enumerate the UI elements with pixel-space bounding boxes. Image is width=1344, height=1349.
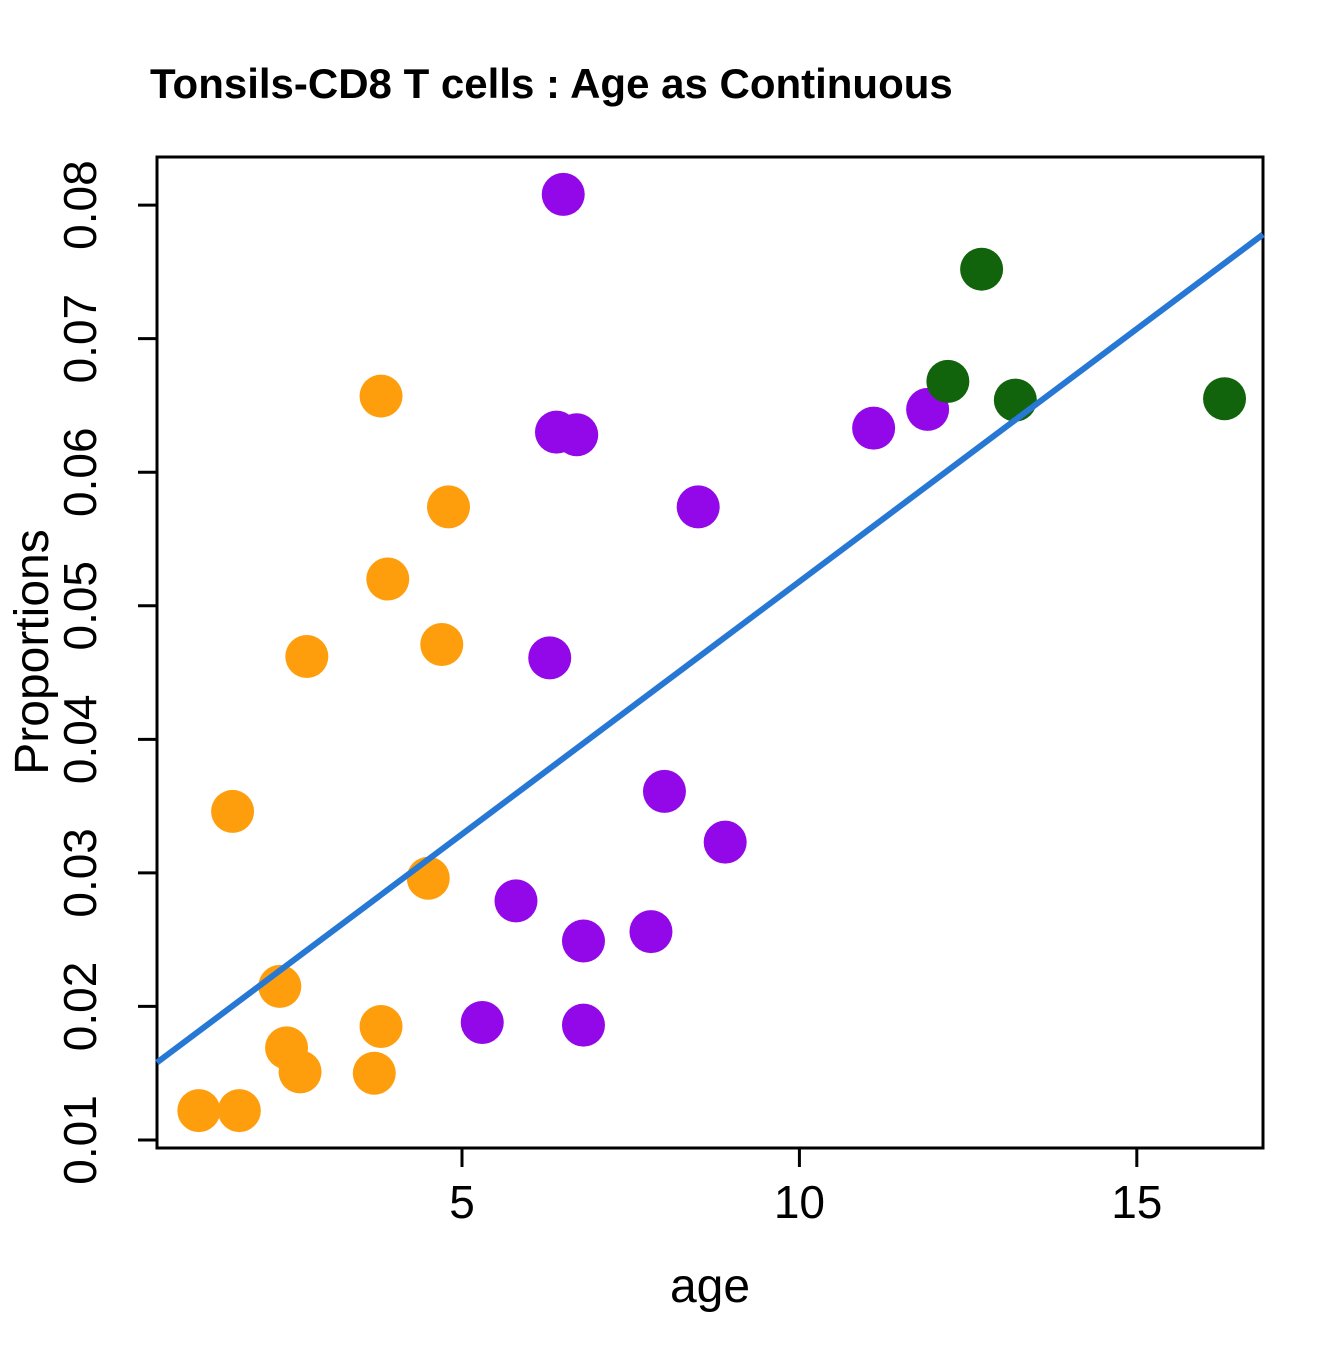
data-point-orange	[352, 1051, 396, 1095]
data-point-darkgreen	[926, 359, 970, 403]
data-point-orange	[177, 1089, 221, 1133]
data-point-darkgreen	[960, 247, 1004, 291]
x-tick-label: 10	[774, 1176, 825, 1228]
data-point-orange	[278, 1050, 322, 1094]
y-tick-label: 0.05	[54, 561, 106, 651]
data-point-purple	[555, 413, 599, 457]
data-point-purple	[629, 910, 673, 954]
x-axis-ticks: 5 10 15	[449, 1148, 1162, 1228]
data-point-purple	[460, 1000, 504, 1044]
y-axis-ticks: 0.01 0.02 0.03 0.04 0.05 0.06 0.07 0.08	[54, 160, 157, 1185]
data-point-purple	[561, 919, 605, 963]
plot-area-border	[155, 155, 1265, 1150]
data-point-orange	[359, 374, 403, 418]
regression-line-layer	[155, 232, 1265, 1065]
data-point-orange	[285, 635, 329, 679]
data-point-orange	[420, 622, 464, 666]
data-points-layer	[177, 172, 1247, 1133]
data-point-orange	[359, 1004, 403, 1048]
data-point-purple	[528, 636, 572, 680]
data-point-orange	[211, 789, 255, 833]
data-point-purple	[642, 769, 686, 813]
x-tick-label: 15	[1111, 1176, 1162, 1228]
y-tick-label: 0.03	[54, 828, 106, 918]
y-tick-label: 0.04	[54, 695, 106, 785]
data-point-darkgreen	[993, 378, 1037, 422]
y-axis-label: Proportions	[6, 529, 59, 774]
data-point-purple	[494, 879, 538, 923]
y-tick-label: 0.06	[54, 427, 106, 517]
data-point-purple	[561, 1003, 605, 1047]
data-point-orange	[366, 557, 410, 601]
y-tick-label: 0.01	[54, 1095, 106, 1185]
data-point-orange	[217, 1089, 261, 1133]
y-tick-label: 0.07	[54, 294, 106, 384]
y-tick-label: 0.08	[54, 160, 106, 250]
data-point-orange	[427, 485, 471, 529]
data-point-purple	[703, 820, 747, 864]
y-tick-label: 0.02	[54, 962, 106, 1052]
data-point-purple	[676, 485, 720, 529]
data-point-purple	[541, 172, 585, 216]
data-point-purple	[852, 406, 896, 450]
x-tick-label: 5	[449, 1176, 475, 1228]
x-axis-label: age	[670, 1260, 750, 1313]
regression-line	[155, 232, 1265, 1065]
data-point-darkgreen	[1203, 377, 1247, 421]
chart-title: Tonsils-CD8 T cells : Age as Continuous	[150, 60, 953, 107]
